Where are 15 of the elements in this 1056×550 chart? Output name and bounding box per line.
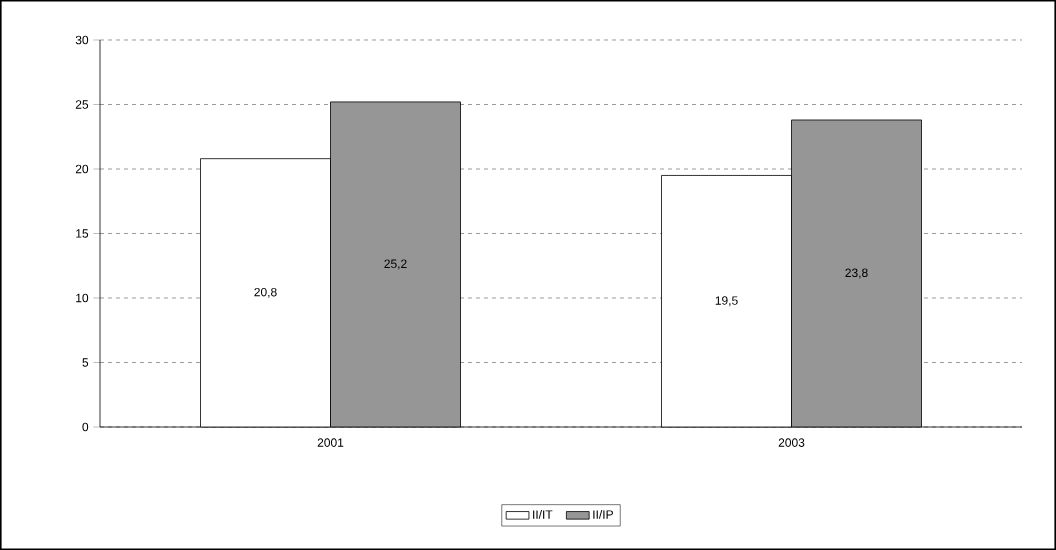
x-tick-label: 2003 xyxy=(778,438,805,447)
data-label: 20,8 xyxy=(254,287,277,298)
y-tick-label: 30 xyxy=(75,35,89,45)
data-label: 23,8 xyxy=(845,268,868,279)
data-label: 25,2 xyxy=(384,259,407,270)
y-tick-label: 20 xyxy=(75,164,89,174)
y-tick-label: 0 xyxy=(82,422,89,432)
y-tick-label: 5 xyxy=(82,358,89,367)
x-tick-label: 2001 xyxy=(317,438,344,447)
data-label: 19,5 xyxy=(715,296,738,307)
y-tick-label: 15 xyxy=(76,229,89,238)
legend-label: II/IP xyxy=(593,510,613,519)
y-tick-label: 25 xyxy=(75,100,89,109)
y-tick-label: 10 xyxy=(76,293,89,303)
legend-label: II/IT xyxy=(533,510,553,519)
